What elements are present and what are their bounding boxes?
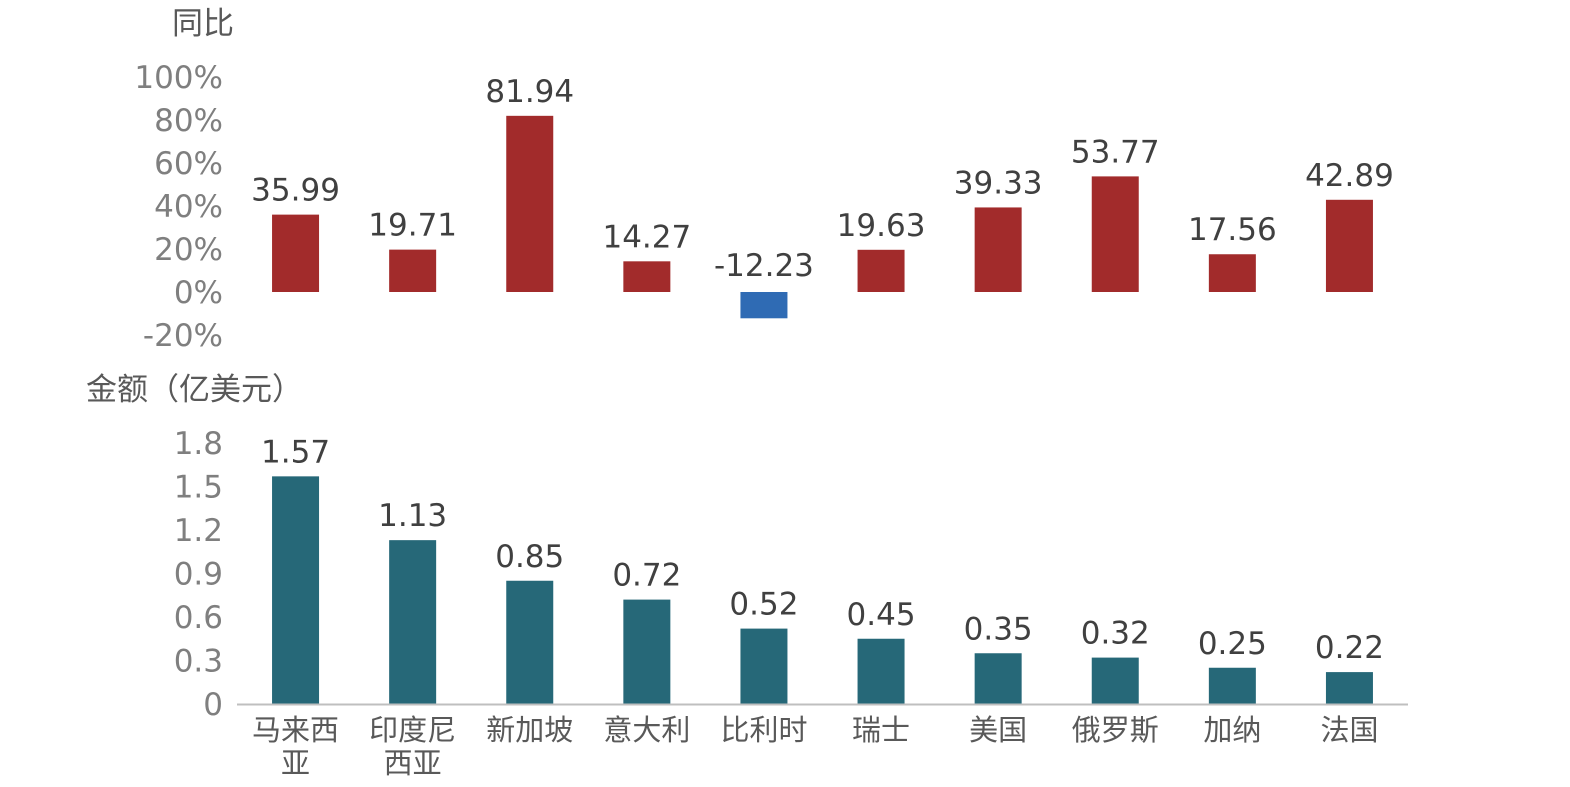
- data-label: 81.94: [485, 74, 574, 110]
- bar: [272, 476, 320, 704]
- data-label: 0.35: [964, 611, 1033, 647]
- x-tick-label: 俄罗斯: [1072, 713, 1159, 747]
- data-label: 0.32: [1081, 616, 1150, 652]
- bar: [623, 261, 671, 292]
- data-label: 0.22: [1315, 630, 1384, 666]
- data-label: 0.25: [1198, 626, 1267, 662]
- x-tick-label: 新加坡: [486, 713, 573, 747]
- data-label: -12.23: [714, 248, 814, 284]
- y-tick-label: 100%: [134, 60, 223, 96]
- bar: [1208, 254, 1256, 292]
- x-tick-label: 加纳: [1203, 713, 1261, 747]
- data-label: 0.72: [612, 558, 681, 594]
- x-tick-label: 印度尼西亚: [369, 713, 456, 780]
- y-tick-label: 0.3: [174, 644, 223, 680]
- data-label: 19.71: [368, 208, 457, 244]
- data-label: 17.56: [1188, 212, 1277, 248]
- top-axis-title: 同比: [172, 6, 234, 42]
- data-label: 0.52: [729, 587, 798, 623]
- bar: [974, 207, 1022, 292]
- bar: [1091, 176, 1139, 292]
- bar: [1325, 672, 1373, 704]
- y-tick-label: -20%: [143, 318, 223, 354]
- bar: [506, 580, 554, 704]
- y-tick-label: 0%: [174, 275, 223, 311]
- data-label: 14.27: [602, 219, 691, 255]
- y-tick-label: 60%: [154, 146, 223, 182]
- bar: [1208, 667, 1256, 704]
- bar: [506, 115, 554, 292]
- data-label: 1.57: [261, 434, 330, 470]
- data-label: 1.13: [378, 498, 447, 534]
- bar: [740, 628, 788, 704]
- y-tick-label: 1.2: [174, 513, 223, 549]
- x-tick-label: 瑞士: [852, 713, 910, 747]
- bar: [389, 249, 437, 292]
- x-tick-label: 法国: [1320, 713, 1378, 747]
- bottom-axis-title: 金额（亿美元）: [86, 372, 303, 408]
- y-tick-label: 0.6: [174, 600, 223, 636]
- data-label: 42.89: [1305, 158, 1394, 194]
- y-tick-label: 1.8: [174, 426, 223, 462]
- y-tick-label: 40%: [154, 189, 223, 225]
- y-tick-label: 1.5: [174, 470, 223, 506]
- bar: [389, 540, 437, 704]
- y-tick-label: 20%: [154, 232, 223, 268]
- y-tick-label: 80%: [154, 103, 223, 139]
- y-tick-label: 0.9: [174, 557, 223, 593]
- bar: [1091, 657, 1139, 704]
- x-tick-label: 意大利: [603, 713, 690, 747]
- data-label: 19.63: [837, 208, 926, 244]
- bar: [740, 292, 788, 319]
- data-label: 39.33: [954, 165, 1043, 201]
- bar: [974, 653, 1022, 704]
- x-tick-label: 马来西亚: [252, 713, 339, 780]
- x-tick-label: 比利时: [720, 713, 807, 747]
- yoy-bar-chart: -20% 0% 20% 40% 60% 80% 100% 35.99 19.71 81.94 14.…: [134, 60, 1393, 354]
- data-label: 0.85: [495, 539, 564, 575]
- amount-bar-chart: 0 0.3 0.6 0.9 1.2 1.5 1.8 1.57 1.13 0.85 0.72 0.52 0…: [174, 426, 1408, 780]
- bar: [272, 214, 320, 292]
- y-tick-label: 0: [203, 687, 223, 723]
- data-label: 0.45: [847, 597, 916, 633]
- bar: [623, 599, 671, 704]
- data-label: 53.77: [1071, 134, 1160, 170]
- bar: [857, 638, 905, 704]
- bar: [857, 249, 905, 292]
- bar: [1325, 199, 1373, 292]
- data-label: 35.99: [251, 173, 340, 209]
- x-tick-label: 美国: [969, 713, 1027, 747]
